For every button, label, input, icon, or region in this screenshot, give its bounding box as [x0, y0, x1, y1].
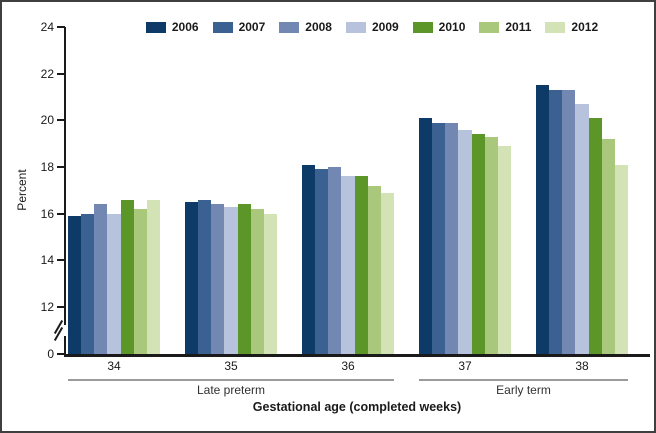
- bar: [536, 85, 550, 354]
- bracket-label: Early term: [496, 383, 551, 397]
- bracket-label: Late preterm: [196, 383, 266, 397]
- bar: [185, 202, 199, 354]
- y-tick-mark: [57, 353, 65, 355]
- bracket-line: [419, 379, 628, 381]
- y-tick-label: 18: [40, 160, 54, 174]
- bar: [601, 139, 615, 354]
- bar: [484, 136, 498, 354]
- y-tick-mark: [57, 26, 65, 28]
- bar: [341, 176, 355, 354]
- legend-item: 2008: [279, 21, 332, 33]
- bar: [94, 204, 108, 354]
- bar: [354, 176, 368, 354]
- bar: [302, 164, 316, 354]
- legend-swatch-icon: [412, 21, 433, 33]
- bar: [497, 146, 512, 354]
- bar: [211, 204, 225, 354]
- legend-swatch-icon: [479, 21, 500, 33]
- bar: [432, 122, 446, 354]
- bar: [614, 164, 629, 354]
- x-tick-label: 37: [458, 359, 472, 373]
- y-tick-label: 24: [40, 20, 54, 34]
- legend-label: 2009: [371, 20, 399, 34]
- axis-break-gap: [60, 325, 70, 336]
- y-tick-mark: [57, 166, 65, 168]
- x-axis-line: [64, 354, 650, 357]
- legend: 2006 2007 2008 2009 2010 2011 2012: [92, 18, 652, 36]
- legend-item: 2012: [545, 21, 598, 33]
- bar: [81, 213, 95, 354]
- bar: [198, 199, 212, 354]
- bar: [328, 167, 342, 354]
- bar: [419, 118, 433, 354]
- bar: [562, 90, 576, 354]
- legend-swatch-icon: [345, 21, 366, 33]
- legend-swatch-icon: [545, 21, 566, 33]
- y-tick-mark: [57, 119, 65, 122]
- x-tick-label: 38: [575, 359, 589, 373]
- y-tick-label: 20: [40, 113, 54, 128]
- y-axis-label: Percent: [15, 169, 29, 211]
- legend-item: 2007: [212, 20, 266, 34]
- y-tick-mark: [57, 72, 65, 75]
- x-tick-label: 34: [107, 359, 121, 373]
- bar: [380, 192, 395, 354]
- y-tick-mark: [57, 212, 65, 215]
- bar: [588, 118, 602, 354]
- bar: [445, 122, 459, 354]
- x-tick-label: 35: [224, 359, 238, 373]
- legend-label: 2010: [438, 20, 466, 34]
- legend-label: 2012: [571, 20, 599, 34]
- y-tick-mark: [57, 306, 65, 308]
- legend-label: 2011: [505, 20, 532, 34]
- x-axis-title: Gestational age (completed weeks): [252, 400, 462, 414]
- bar: [575, 104, 589, 354]
- x-tick-label: 36: [341, 359, 355, 373]
- y-tick-label: 22: [40, 66, 54, 81]
- legend-item: 2006: [145, 20, 199, 34]
- y-axis-line: [64, 27, 66, 355]
- bar: [471, 134, 485, 354]
- bar: [146, 199, 161, 354]
- legend-item: 2011: [479, 21, 531, 33]
- bar: [367, 185, 381, 354]
- legend-label: 2006: [171, 20, 199, 34]
- bar: [107, 213, 121, 354]
- bar: [224, 206, 238, 354]
- y-tick-label: 12: [40, 300, 54, 314]
- bar: [263, 213, 278, 354]
- bar: [133, 209, 147, 354]
- bar: [315, 169, 329, 354]
- legend-swatch-icon: [145, 21, 166, 33]
- legend-swatch-icon: [212, 21, 233, 33]
- legend-swatch-icon: [279, 21, 300, 33]
- bar: [237, 204, 251, 354]
- legend-label: 2008: [305, 20, 332, 34]
- bar: [549, 90, 563, 354]
- bar: [120, 199, 134, 354]
- y-tick-label: 16: [40, 206, 54, 221]
- legend-item: 2009: [345, 20, 399, 34]
- bar: [250, 209, 264, 354]
- bracket-line: [68, 379, 394, 381]
- legend-item: 2010: [412, 20, 466, 34]
- y-tick-label: 0: [47, 347, 54, 361]
- legend-label: 2007: [238, 20, 266, 34]
- y-tick-label: 14: [40, 253, 54, 268]
- bar: [68, 216, 82, 354]
- y-tick-mark: [57, 259, 65, 262]
- bar: [458, 129, 472, 354]
